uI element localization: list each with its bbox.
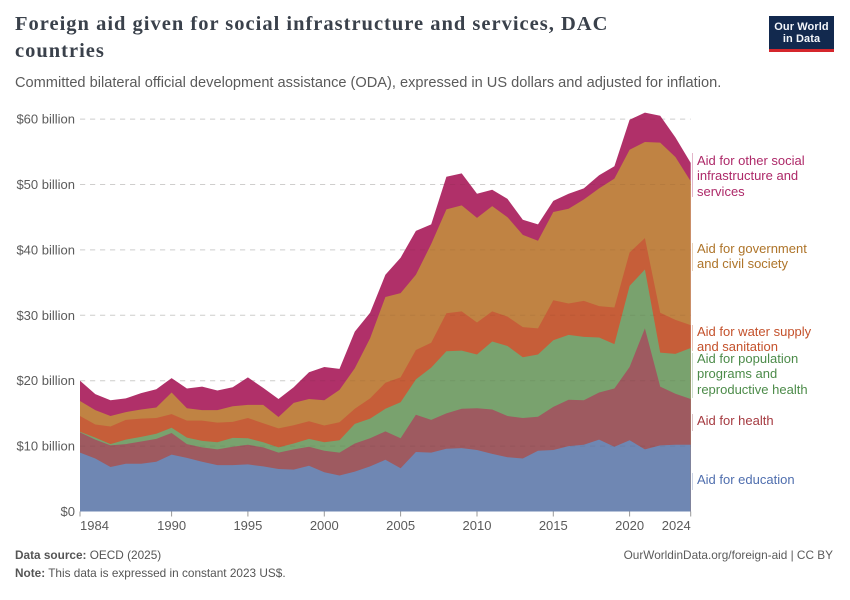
svg-text:1984: 1984 [80,518,109,533]
svg-text:1990: 1990 [157,518,186,533]
svg-text:2020: 2020 [615,518,644,533]
svg-text:$40 billion: $40 billion [16,242,75,257]
svg-text:$30 billion: $30 billion [16,308,75,323]
svg-text:2010: 2010 [463,518,492,533]
svg-text:2005: 2005 [386,518,415,533]
svg-text:2024: 2024 [662,518,691,533]
svg-text:$50 billion: $50 billion [16,177,75,192]
svg-text:2000: 2000 [310,518,339,533]
svg-text:$0: $0 [61,504,75,519]
svg-text:2015: 2015 [539,518,568,533]
svg-text:1995: 1995 [233,518,262,533]
svg-text:$20 billion: $20 billion [16,373,75,388]
svg-text:$10 billion: $10 billion [16,439,75,454]
svg-text:$60 billion: $60 billion [16,112,75,127]
